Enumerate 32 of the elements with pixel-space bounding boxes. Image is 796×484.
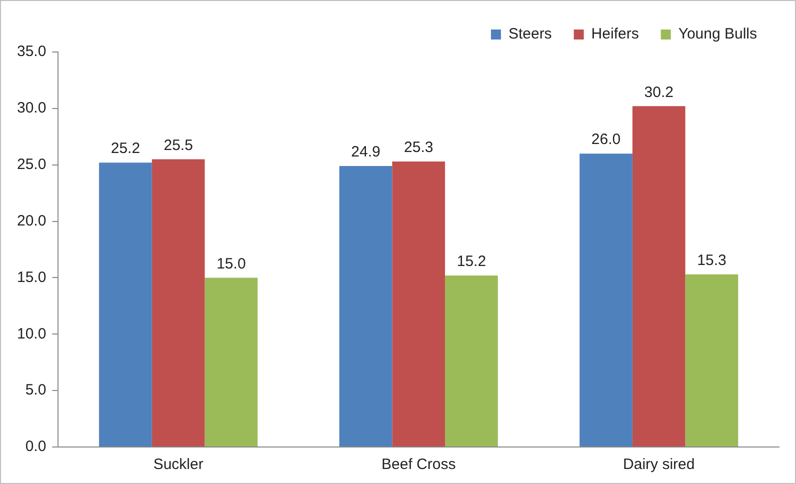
bar: [580, 154, 632, 446]
bar: [685, 274, 738, 446]
x-tick-label: Suckler: [153, 456, 204, 474]
data-label: 15.3: [697, 252, 726, 269]
legend-label: Heifers: [591, 26, 639, 43]
data-label: 24.9: [351, 144, 380, 161]
data-label: 15.2: [456, 253, 486, 270]
data-label: 15.0: [216, 255, 246, 272]
bar: [204, 278, 258, 446]
y-tick-label: 0.0: [25, 438, 46, 456]
bar: [152, 159, 205, 446]
bar: [632, 106, 686, 446]
x-tick-label: Dairy sired: [623, 456, 695, 474]
data-label: 25.5: [164, 136, 193, 154]
y-tick-label: 20.0: [16, 212, 46, 230]
legend-label: Young Bulls: [678, 26, 758, 43]
data-label: 26.0: [591, 131, 621, 148]
bar: [99, 162, 152, 446]
data-label: 25.2: [110, 140, 140, 158]
y-tick-label: 15.0: [16, 268, 46, 286]
y-tick-label: 25.0: [16, 156, 46, 173]
y-tick-label: 35.0: [16, 43, 46, 60]
y-tick-label: 30.0: [16, 100, 46, 117]
y-tick-label: 5.0: [25, 382, 46, 399]
bar: [445, 275, 498, 446]
data-label: 30.2: [644, 84, 674, 101]
y-tick-label: 10.0: [16, 325, 46, 342]
data-label: 25.3: [404, 139, 434, 156]
bar: [339, 166, 392, 446]
bar: [392, 161, 446, 446]
x-tick-label: Beef Cross: [381, 456, 456, 474]
legend-label: Steers: [508, 26, 552, 43]
